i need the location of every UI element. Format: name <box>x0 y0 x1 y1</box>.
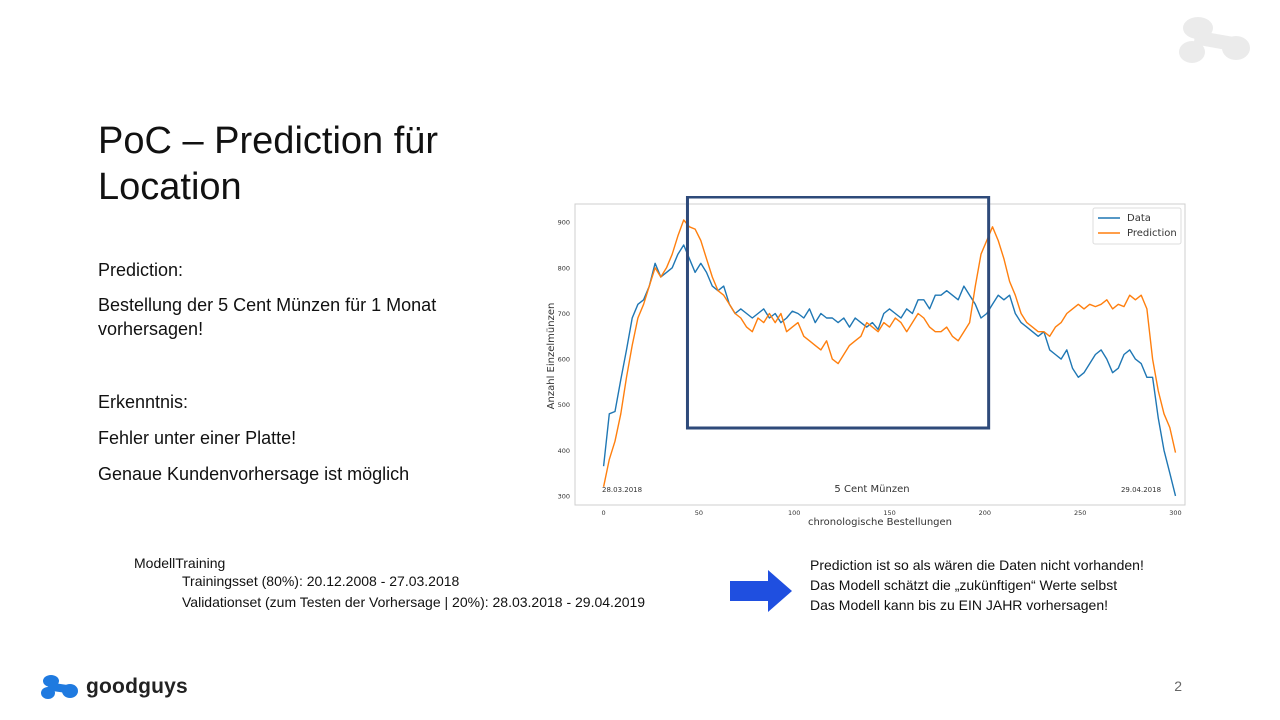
training-line-2: Validationset (zum Testen der Vorhersage… <box>182 594 646 610</box>
chart-end-label: 29.04.2018 <box>1121 486 1161 494</box>
legend-label-prediction: Prediction <box>1127 228 1177 239</box>
note-line-3: Das Modell kann bis zu EIN JAHR vorhersa… <box>810 597 1109 613</box>
training-heading: ModellTraining <box>134 555 226 571</box>
chart-canvas: 300 400 500 600 700 800 900 0 50 100 150 200 250 300… <box>546 195 1186 528</box>
x-tick-label: 50 <box>695 509 703 517</box>
plot-frame <box>574 203 1186 506</box>
x-axis-label: chronologische Bestellungen <box>808 517 952 528</box>
goodguys-logo-icon <box>41 675 78 699</box>
slide-title: PoC – Prediction für Location <box>98 120 439 208</box>
page-number: 2 <box>1174 678 1182 694</box>
insight-line-1: Fehler unter einer Platte! <box>98 428 297 448</box>
chart-title: 5 Cent Münzen <box>834 484 909 495</box>
goodguys-logo: goodguys <box>40 674 188 700</box>
x-tick-label: 150 <box>883 509 895 517</box>
note-line-2: Das Modell schätzt die „zukünftigen“ Wer… <box>810 577 1118 593</box>
x-tick-label: 0 <box>602 509 606 517</box>
x-tick-label: 100 <box>788 509 800 517</box>
highlight-box <box>685 195 991 430</box>
blob-decoration-icon <box>1179 17 1250 63</box>
y-tick-label: 500 <box>558 401 570 409</box>
prediction-text: Bestellung der 5 Cent Münzen für 1 Monat… <box>98 295 437 339</box>
y-tick-label: 300 <box>558 492 570 500</box>
x-tick-label: 300 <box>1169 509 1181 517</box>
insight-line-2: Genaue Kundenvorhersage ist möglich <box>98 464 410 484</box>
chart-legend: Data Prediction <box>1092 207 1182 245</box>
right-arrow-icon <box>730 570 792 612</box>
y-tick-label: 900 <box>558 219 570 227</box>
note-line-1: Prediction ist so als wären die Daten ni… <box>810 557 1144 573</box>
series-line-prediction <box>602 219 1177 487</box>
y-tick-label: 700 <box>558 310 570 318</box>
chart-start-label: 28.03.2018 <box>602 486 642 494</box>
series-line-data <box>602 244 1177 497</box>
y-tick-label: 800 <box>558 264 570 272</box>
y-axis-label: Anzahl Einzelmünzen <box>546 303 557 410</box>
legend-label-data: Data <box>1127 213 1151 224</box>
x-tick-label: 250 <box>1074 509 1086 517</box>
training-line-1: Trainingsset (80%): 20.12.2008 - 27.03.2… <box>182 573 460 589</box>
prediction-chart: 300 400 500 600 700 800 900 0 50 100 150 200 250 300… <box>540 195 1200 536</box>
prediction-heading: Prediction: <box>98 260 184 280</box>
y-tick-label: 600 <box>558 356 570 364</box>
insight-heading: Erkenntnis: <box>98 392 189 412</box>
x-tick-label: 200 <box>979 509 991 517</box>
y-tick-label: 400 <box>558 447 570 455</box>
logo-text: goodguys <box>86 675 188 698</box>
